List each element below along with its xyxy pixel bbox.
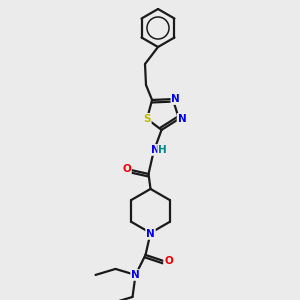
Text: N: N <box>178 114 186 124</box>
Text: S: S <box>143 114 151 124</box>
Text: O: O <box>122 164 131 174</box>
Text: N: N <box>146 229 155 239</box>
Text: H: H <box>158 145 167 155</box>
Text: N: N <box>171 94 180 104</box>
Text: N: N <box>151 145 160 155</box>
Text: N: N <box>131 270 140 280</box>
Text: O: O <box>164 256 173 266</box>
